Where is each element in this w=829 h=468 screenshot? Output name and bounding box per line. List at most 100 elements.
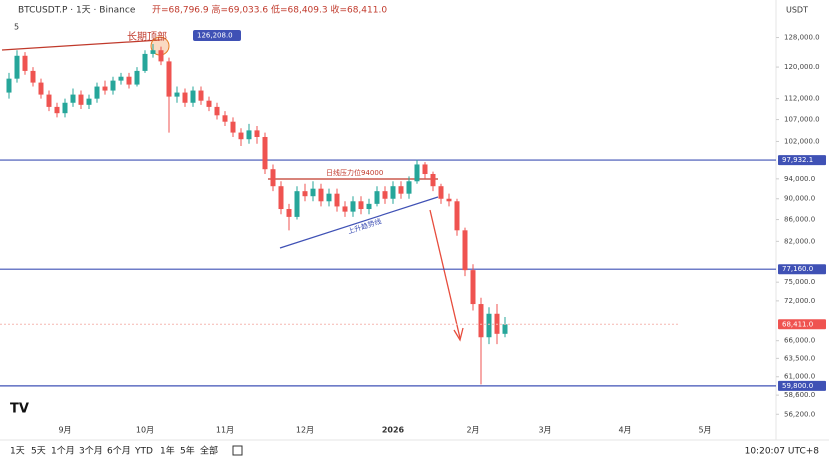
candle-body bbox=[430, 173, 436, 187]
level-tag bbox=[778, 264, 826, 275]
candle-body bbox=[110, 80, 116, 91]
arrow-head bbox=[453, 327, 464, 342]
candle-body bbox=[278, 186, 284, 210]
y-tick-label: 128,000.0 bbox=[784, 34, 820, 42]
range-button[interactable]: 5天 bbox=[31, 447, 46, 457]
annotation: 日线压力位94000 bbox=[326, 168, 383, 177]
candle-body bbox=[198, 90, 204, 101]
x-tick-label: 2026 bbox=[382, 426, 405, 435]
candle-body bbox=[286, 209, 292, 217]
x-tick-label: 10月 bbox=[136, 426, 154, 435]
level-label: 97,932.1 bbox=[782, 156, 813, 164]
last-price-tag bbox=[778, 319, 826, 330]
y-tick-label: 107,000.0 bbox=[784, 116, 820, 124]
y-tick-label: 66,000.0 bbox=[784, 337, 815, 345]
candle-body bbox=[462, 230, 468, 271]
chart-title: BTCUSDT.P · 1天 · Binance bbox=[18, 6, 136, 16]
candle-body bbox=[446, 198, 452, 202]
annotation: 上升趋势线 bbox=[346, 216, 382, 235]
calendar-icon[interactable] bbox=[232, 445, 243, 456]
candle-body bbox=[470, 270, 476, 305]
y-tick-label: 112,000.0 bbox=[784, 95, 820, 103]
annotation: 长期顶部 bbox=[127, 30, 167, 43]
last-price-label: 68,411.0 bbox=[782, 320, 813, 328]
candle-body bbox=[262, 136, 268, 170]
candle-body bbox=[158, 50, 164, 62]
candle-body bbox=[294, 191, 300, 217]
candle-body bbox=[38, 82, 44, 95]
candle-body bbox=[422, 164, 428, 174]
x-tick-label: 11月 bbox=[216, 426, 234, 435]
candle-body bbox=[62, 102, 68, 114]
range-button[interactable]: 5年 bbox=[180, 445, 195, 457]
indicator-count: 5 bbox=[14, 23, 19, 32]
candle-body bbox=[366, 203, 372, 210]
candle-body bbox=[86, 98, 92, 105]
y-tick-label: 86,000.0 bbox=[784, 216, 815, 224]
range-button[interactable]: 1天 bbox=[10, 447, 25, 457]
range-button[interactable]: 1年 bbox=[160, 445, 175, 457]
x-tick-label: 4月 bbox=[618, 426, 631, 435]
range-button[interactable]: YTD bbox=[134, 447, 153, 457]
candle-body bbox=[398, 186, 404, 194]
range-button[interactable]: 全部 bbox=[200, 445, 218, 457]
candle-body bbox=[454, 201, 460, 231]
candle-body bbox=[182, 92, 188, 103]
candle-body bbox=[94, 86, 100, 99]
x-tick-label: 3月 bbox=[538, 426, 551, 435]
y-tick-label: 120,000.0 bbox=[784, 63, 820, 71]
candle-body bbox=[382, 191, 388, 199]
candle-body bbox=[30, 70, 36, 83]
candle-body bbox=[342, 206, 348, 212]
arrow bbox=[429, 209, 461, 339]
candle-body bbox=[390, 186, 396, 199]
candle-body bbox=[478, 304, 484, 338]
candle-body bbox=[174, 92, 180, 97]
candle-body bbox=[190, 90, 196, 103]
candle-body bbox=[150, 50, 156, 54]
range-button[interactable]: 6个月 bbox=[107, 446, 131, 457]
candle-body bbox=[222, 115, 228, 122]
top-line bbox=[1, 39, 161, 51]
y-tick-label: 56,200.0 bbox=[784, 410, 815, 418]
candle-body bbox=[310, 188, 316, 197]
y-tick-label: 90,000.0 bbox=[784, 195, 815, 203]
candle-body bbox=[22, 55, 28, 71]
candle-body bbox=[230, 121, 236, 133]
y-tick-label: 58,600.0 bbox=[784, 391, 815, 399]
range-button[interactable]: 3个月 bbox=[79, 446, 103, 457]
candle-body bbox=[46, 94, 52, 107]
y-tick-label: 61,000.0 bbox=[784, 373, 815, 381]
x-tick-label: 9月 bbox=[58, 426, 71, 435]
clock: 10:20:07 UTC+8 bbox=[745, 447, 820, 457]
candle-body bbox=[166, 61, 172, 97]
candle-body bbox=[358, 201, 364, 210]
x-tick-label: 2月 bbox=[466, 426, 479, 435]
candle-body bbox=[502, 324, 508, 334]
logo: TV bbox=[10, 402, 29, 417]
candle-body bbox=[118, 76, 124, 81]
y-tick-label: 75,000.0 bbox=[784, 278, 815, 286]
candle-body bbox=[134, 70, 140, 85]
y-tick-label: 102,000.0 bbox=[784, 137, 820, 145]
currency: USDT bbox=[786, 6, 808, 15]
candle-body bbox=[406, 181, 412, 194]
candle-body bbox=[318, 188, 324, 202]
candle-body bbox=[350, 201, 356, 212]
candle-body bbox=[102, 86, 108, 91]
level-label: 77,160.0 bbox=[782, 265, 813, 273]
candle-body bbox=[238, 132, 244, 140]
candle-body bbox=[54, 106, 60, 114]
candle-body bbox=[206, 100, 212, 107]
y-tick-label: 82,000.0 bbox=[784, 237, 815, 245]
range-button[interactable]: 1个月 bbox=[51, 446, 75, 457]
candle-body bbox=[78, 94, 84, 105]
candle-body bbox=[270, 169, 276, 187]
candle-body bbox=[14, 55, 20, 79]
peak-label: 126,208.0 bbox=[197, 31, 233, 39]
candle-body bbox=[214, 106, 220, 116]
candle-body bbox=[6, 78, 12, 93]
candle-body bbox=[486, 313, 492, 338]
level-tag bbox=[778, 380, 826, 391]
